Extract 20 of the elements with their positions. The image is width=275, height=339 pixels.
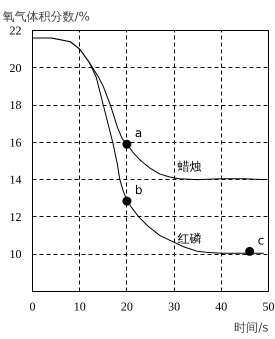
y-tick-label: 22 (10, 24, 22, 38)
y-axis-title: 氧气体积分数/% (2, 10, 90, 24)
y-tick-label: 18 (10, 98, 22, 112)
x-tick-label: 30 (168, 300, 180, 314)
annotation: a (134, 126, 142, 140)
x-axis-title: 时间/s (234, 320, 268, 334)
x-tick-label: 50 (262, 300, 274, 314)
x-tick-label: 0 (30, 300, 36, 314)
y-tick-label: 16 (10, 135, 22, 150)
y-tick-label: 10 (10, 247, 22, 262)
y-tick-label: 20 (10, 60, 22, 75)
y-tick-label: 12 (10, 210, 22, 224)
y-tick-label: 14 (10, 172, 22, 187)
series-label: 蜡烛 (178, 160, 202, 174)
x-tick-label: 40 (215, 300, 228, 314)
annotation: b (134, 183, 143, 198)
annotation: c (258, 233, 264, 248)
series-label: 红磷 (178, 231, 202, 246)
x-tick-label: 10 (74, 300, 86, 314)
x-tick-label: 20 (120, 300, 133, 314)
